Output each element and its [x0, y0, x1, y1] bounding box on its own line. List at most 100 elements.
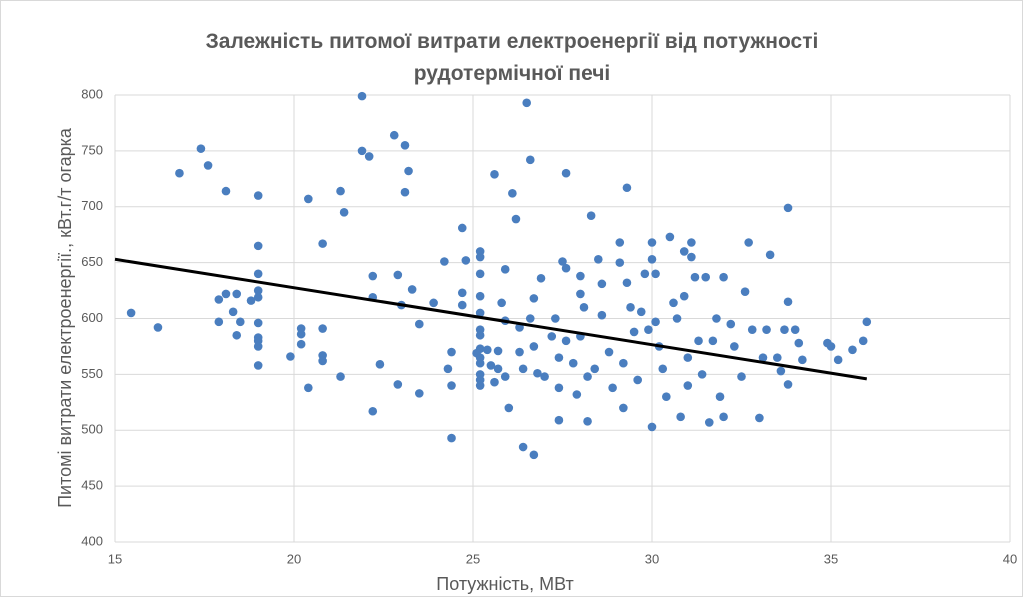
point	[701, 272, 710, 282]
point	[447, 433, 456, 443]
point	[253, 292, 263, 302]
y-axis-label: Питомі витрати електроенергії., кВт.г/т …	[55, 127, 75, 508]
point	[594, 254, 603, 264]
point	[719, 272, 728, 282]
point	[253, 269, 263, 279]
point	[175, 168, 184, 178]
point	[622, 183, 632, 193]
point	[368, 271, 378, 281]
point	[457, 288, 467, 298]
point	[475, 381, 485, 390]
point	[669, 298, 678, 308]
point	[475, 330, 485, 340]
point	[615, 238, 625, 247]
point	[490, 170, 499, 179]
point	[440, 257, 449, 266]
point	[443, 364, 453, 374]
x-tick-label: 20	[287, 551, 301, 566]
point	[475, 269, 485, 279]
point	[647, 238, 657, 247]
point	[583, 372, 592, 381]
point	[529, 450, 539, 460]
point	[475, 344, 485, 353]
point	[708, 336, 718, 346]
point	[126, 308, 136, 318]
point	[662, 392, 671, 402]
point	[558, 257, 567, 266]
point	[232, 330, 242, 340]
point	[447, 381, 456, 390]
point	[533, 368, 542, 378]
point	[626, 303, 635, 312]
point	[647, 254, 657, 264]
point	[296, 329, 306, 339]
point	[730, 342, 739, 351]
point	[393, 380, 403, 389]
point	[375, 360, 385, 369]
point	[762, 325, 771, 334]
point	[518, 364, 528, 374]
point	[586, 211, 596, 220]
point	[500, 372, 510, 381]
point	[783, 297, 793, 307]
point	[561, 336, 571, 346]
point	[790, 325, 800, 334]
x-tick-label: 25	[466, 551, 480, 566]
point	[629, 327, 639, 337]
point	[475, 308, 485, 318]
point	[590, 364, 600, 374]
point	[644, 325, 653, 334]
point	[712, 314, 721, 323]
point	[508, 189, 517, 198]
point	[783, 203, 793, 213]
point	[236, 317, 245, 327]
trendline	[114, 257, 868, 381]
point	[393, 270, 403, 280]
point	[518, 442, 528, 452]
point	[572, 390, 582, 399]
point	[364, 152, 374, 161]
point	[486, 361, 496, 370]
point	[475, 252, 485, 262]
point	[318, 239, 327, 248]
point	[719, 412, 728, 422]
point	[687, 238, 696, 247]
point	[525, 155, 535, 165]
y-tick-label: 450	[81, 478, 103, 493]
point	[597, 279, 607, 289]
point	[622, 278, 632, 288]
point	[407, 285, 417, 294]
x-tick-label: 30	[645, 551, 659, 566]
point	[737, 372, 746, 381]
x-tick-label: 35	[824, 551, 838, 566]
point	[304, 194, 313, 204]
point	[429, 298, 438, 308]
point	[529, 342, 539, 351]
point	[304, 383, 313, 393]
point	[697, 370, 707, 379]
point	[665, 232, 675, 242]
point	[214, 317, 224, 327]
point	[318, 324, 327, 333]
point	[694, 336, 703, 346]
point	[658, 364, 668, 374]
point	[554, 383, 564, 393]
point	[253, 286, 263, 295]
point	[493, 364, 503, 374]
point	[726, 319, 736, 329]
point	[221, 186, 231, 196]
point	[561, 263, 571, 273]
point	[679, 247, 689, 256]
point	[318, 356, 327, 366]
point	[475, 358, 485, 368]
point	[679, 291, 689, 301]
point	[690, 272, 700, 282]
point	[568, 358, 578, 368]
point	[615, 258, 625, 267]
point	[253, 361, 263, 370]
point	[547, 332, 557, 341]
point	[773, 353, 782, 362]
point	[389, 130, 399, 140]
